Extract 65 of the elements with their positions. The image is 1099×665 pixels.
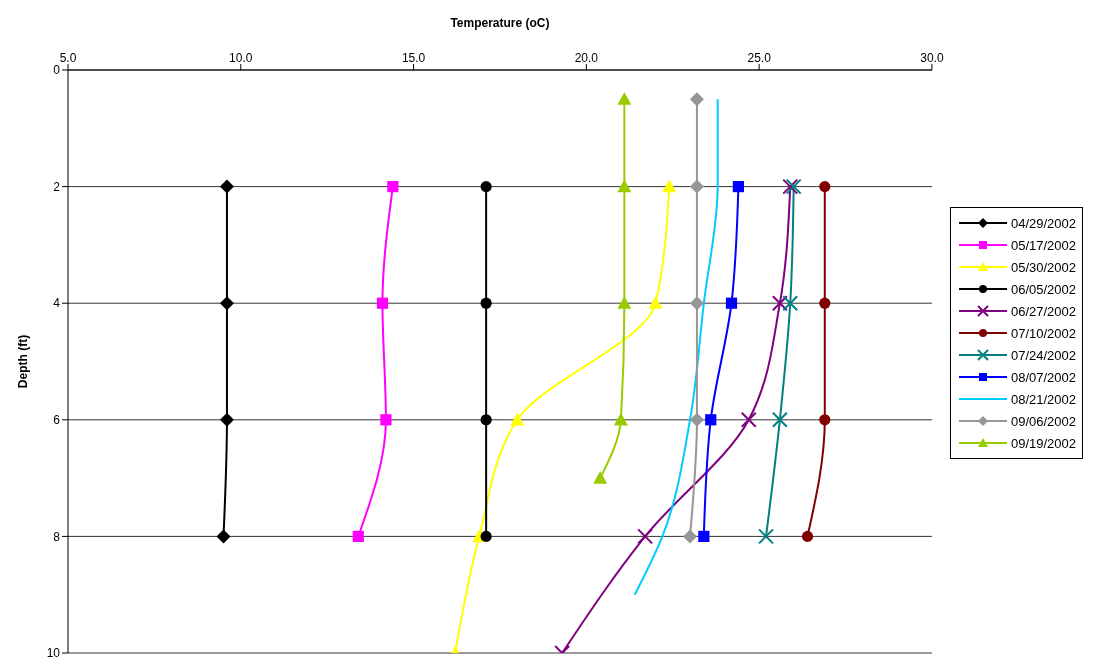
x-tick-label: 15.0	[401, 51, 426, 65]
y-tick-label: 4	[53, 296, 61, 311]
point	[480, 297, 492, 309]
y-tick-label: 2	[53, 179, 61, 194]
point	[801, 530, 814, 542]
point	[683, 529, 698, 544]
point	[352, 530, 364, 542]
point	[387, 181, 399, 193]
point	[689, 412, 704, 427]
x-tick-label: 5.0	[59, 51, 77, 65]
point	[689, 179, 704, 194]
legend-label: 05/17/2002	[1010, 237, 1076, 253]
point	[698, 530, 710, 542]
x-tick-label: 20.0	[574, 51, 599, 65]
x-tick-label: 10.0	[229, 51, 253, 65]
point	[758, 528, 775, 545]
point	[617, 179, 632, 193]
point	[771, 295, 788, 312]
point	[771, 411, 788, 428]
point	[480, 414, 492, 426]
y-tick-label: 6	[53, 413, 61, 428]
y-tick-label: 0	[53, 63, 61, 78]
legend-label: 08/21/2002	[1010, 391, 1076, 407]
point	[216, 529, 231, 544]
point	[613, 412, 628, 426]
point	[782, 295, 799, 312]
point	[219, 296, 234, 311]
legend-label: 08/07/2002	[1010, 369, 1076, 385]
y-tick-label: 8	[53, 529, 61, 544]
point	[376, 297, 389, 309]
point	[705, 414, 717, 426]
point	[637, 528, 654, 545]
legend-label: 09/19/2002	[1010, 435, 1076, 451]
line-series	[633, 98, 719, 596]
point	[689, 92, 704, 107]
legend-label: 05/30/2002	[1010, 259, 1076, 275]
point	[617, 92, 632, 105]
point	[819, 414, 831, 426]
legend-label: 06/27/2002	[1010, 303, 1076, 319]
point	[740, 411, 757, 428]
point	[648, 296, 663, 309]
point	[593, 471, 608, 484]
legend-label: 07/10/2002	[1010, 325, 1076, 341]
point	[725, 297, 738, 309]
point	[510, 412, 525, 426]
legend-label: 07/24/2002	[1010, 347, 1076, 363]
point	[732, 181, 744, 193]
legend-label: 04/29/2002	[1010, 215, 1076, 231]
point	[819, 297, 831, 309]
point	[480, 181, 492, 193]
legend-label: 09/06/2002	[1010, 413, 1076, 429]
x-axis-title: Temperature (oC)	[450, 15, 550, 30]
point	[480, 530, 492, 542]
y-axis-title: Depth (ft)	[16, 334, 31, 389]
x-tick-label: 25.0	[747, 51, 772, 65]
point	[219, 179, 234, 194]
point	[689, 296, 704, 311]
point	[219, 412, 234, 427]
point	[380, 414, 392, 426]
y-tick-label: 10	[46, 646, 61, 661]
legend-label: 06/05/2002	[1010, 281, 1076, 297]
point	[617, 296, 632, 309]
x-tick-label: 30.0	[920, 51, 944, 65]
point	[819, 181, 831, 193]
point	[662, 179, 677, 193]
